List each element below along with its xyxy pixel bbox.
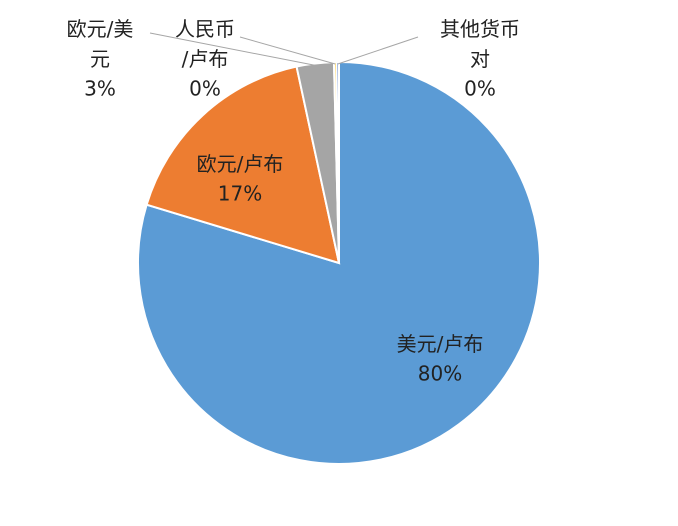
pie-slice [335, 60, 340, 264]
category-label-line: 其他货币 [440, 17, 520, 41]
category-label-line: 欧元/卢布 [197, 152, 284, 176]
category-label-line: 元 [90, 47, 110, 71]
leader-line [337, 36, 419, 65]
category-label-line: 美元/卢布 [397, 332, 484, 356]
category-label: 欧元/卢布 [197, 152, 284, 176]
category-label-line: 欧元/美 [67, 17, 134, 41]
category-label-line: 对 [470, 47, 490, 71]
value-label: 0% [464, 77, 496, 101]
category-label: 欧元/美元 [67, 17, 134, 71]
category-label-line: /卢布 [182, 47, 229, 71]
pie-slice [145, 65, 341, 265]
value-label: 80% [418, 362, 462, 386]
category-label: 其他货币对 [440, 17, 520, 71]
leader-line [149, 32, 316, 66]
value-label: 17% [218, 182, 262, 206]
category-label: 人民币/卢布 [175, 17, 235, 71]
value-label: 0% [189, 77, 221, 101]
value-label: 3% [84, 77, 116, 101]
category-label: 美元/卢布 [397, 332, 484, 356]
category-label-line: 人民币 [175, 17, 235, 41]
leader-line [239, 36, 336, 65]
